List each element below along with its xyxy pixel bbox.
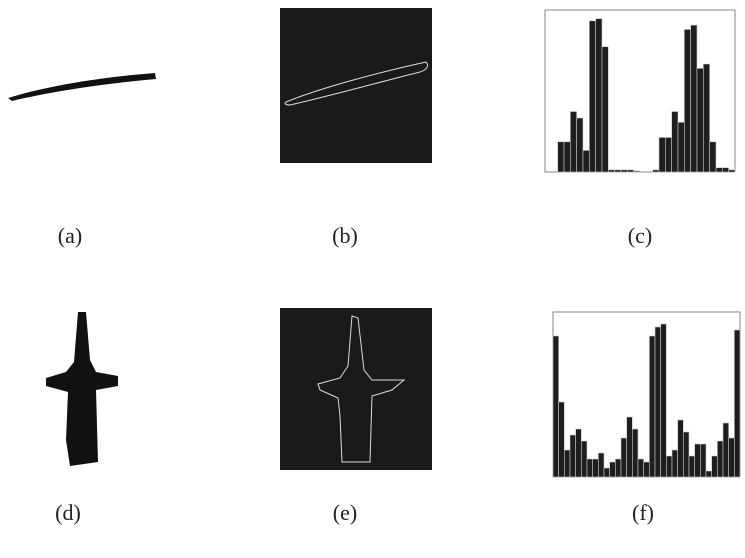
panel-label: (d) xyxy=(55,500,81,525)
bar xyxy=(666,456,672,477)
bar xyxy=(678,122,684,172)
bar xyxy=(684,29,690,172)
bar xyxy=(553,336,559,477)
bar xyxy=(653,170,659,172)
bar xyxy=(703,64,709,172)
bar xyxy=(570,435,576,477)
bar xyxy=(564,142,570,172)
bar xyxy=(559,402,565,477)
bar xyxy=(598,453,604,477)
bar xyxy=(683,432,689,477)
bar xyxy=(716,168,722,172)
panel-label: (a) xyxy=(58,223,82,248)
figure-canvas: (a) (b) (c) (d) (e) (f) xyxy=(0,0,745,558)
bar xyxy=(672,112,678,172)
bar xyxy=(644,462,650,477)
bar xyxy=(564,450,570,477)
bar xyxy=(734,330,740,477)
bar xyxy=(706,471,712,477)
bar xyxy=(632,429,638,477)
bar xyxy=(689,456,695,477)
bar xyxy=(621,438,627,477)
bar xyxy=(659,137,665,172)
contour-image-b xyxy=(280,8,432,163)
bar xyxy=(712,456,718,477)
bar xyxy=(722,168,728,172)
bar xyxy=(587,459,593,477)
bar xyxy=(697,68,703,172)
panel-label: (c) xyxy=(628,223,652,248)
bar xyxy=(672,450,678,477)
bar xyxy=(729,438,735,477)
bar xyxy=(615,459,621,477)
bar xyxy=(710,142,716,172)
panel-label: (b) xyxy=(332,223,358,248)
bar xyxy=(576,429,582,477)
bar xyxy=(558,142,564,172)
bar xyxy=(723,423,729,477)
bar xyxy=(729,170,735,172)
bar xyxy=(583,150,589,172)
bar xyxy=(655,327,661,477)
contour-image-e xyxy=(280,308,432,470)
bar xyxy=(678,420,684,477)
bar xyxy=(570,112,576,172)
bar xyxy=(649,336,655,477)
shape-d xyxy=(46,312,118,466)
bar xyxy=(604,468,610,477)
bar xyxy=(665,137,671,172)
bar xyxy=(589,21,595,172)
bar xyxy=(608,170,614,172)
bar xyxy=(596,19,602,172)
bar xyxy=(700,444,706,477)
panel-label: (f) xyxy=(632,500,654,525)
bar xyxy=(661,324,667,477)
panel-label: (e) xyxy=(333,500,357,525)
bar xyxy=(634,171,640,172)
bar xyxy=(581,441,587,477)
bar xyxy=(717,441,723,477)
bar xyxy=(593,459,599,477)
bar xyxy=(621,170,627,172)
figure: (a) (b) (c) (d) (e) (f) xyxy=(0,0,745,558)
bar xyxy=(627,170,633,172)
bar xyxy=(691,25,697,172)
bar xyxy=(610,462,616,477)
bar xyxy=(577,118,583,172)
bar xyxy=(602,47,608,172)
bar xyxy=(615,170,621,172)
bar xyxy=(627,417,633,477)
shape-a xyxy=(8,73,156,101)
bar xyxy=(695,444,701,477)
bar xyxy=(638,459,644,477)
